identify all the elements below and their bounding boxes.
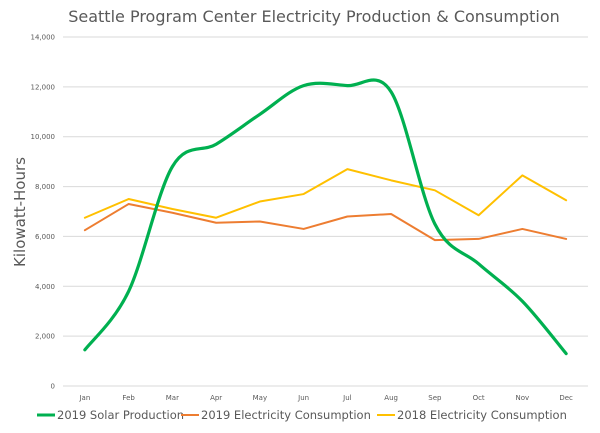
x-tick-label: Mar	[166, 394, 179, 402]
x-tick-label: Jan	[78, 394, 90, 402]
chart-title: Seattle Program Center Electricity Produ…	[68, 7, 560, 26]
y-tick-label: 12,000	[31, 83, 56, 91]
x-tick-label: Jul	[342, 394, 352, 402]
y-tick-label: 14,000	[31, 34, 56, 42]
x-tick-label: Nov	[516, 394, 530, 402]
x-tick-label: Aug	[384, 394, 398, 402]
x-tick-label: Sep	[428, 394, 442, 402]
y-tick-label: 0	[51, 383, 55, 391]
x-tick-label: Apr	[210, 394, 222, 402]
x-tick-label: Dec	[559, 394, 573, 402]
x-tick-label: May	[253, 394, 267, 402]
y-axis-ticks: 0 2,000 4,000 6,000 8,000 10,000 12,000 14,000	[31, 34, 56, 391]
series-lines	[83, 78, 568, 356]
y-axis-label: Kilowatt-Hours	[11, 157, 29, 267]
x-tick-label: Feb	[122, 394, 135, 402]
series-line-2018-electricity-consumption	[83, 168, 568, 219]
x-tick-label: Oct	[473, 394, 485, 402]
x-axis-ticks: Jan Feb Mar Apr May Jun Jul Aug Sep Oct Nov Dec	[78, 394, 573, 402]
gridlines	[63, 36, 588, 387]
y-tick-label: 4,000	[35, 283, 55, 291]
y-tick-label: 10,000	[31, 133, 56, 141]
y-tick-label: 6,000	[35, 233, 55, 241]
x-tick-label: Jun	[297, 394, 309, 402]
series-line-2019-solar-production	[83, 78, 568, 356]
series-line-2019-electricity-consumption	[83, 203, 568, 242]
legend-label: 2018 Electricity Consumption	[397, 408, 567, 422]
y-tick-label: 2,000	[35, 333, 55, 341]
legend-label: 2019 Solar Production	[57, 408, 184, 422]
legend: 2019 Solar Production 2019 Electricity Co…	[37, 408, 567, 422]
legend-label: 2019 Electricity Consumption	[201, 408, 371, 422]
y-tick-label: 8,000	[35, 183, 55, 191]
